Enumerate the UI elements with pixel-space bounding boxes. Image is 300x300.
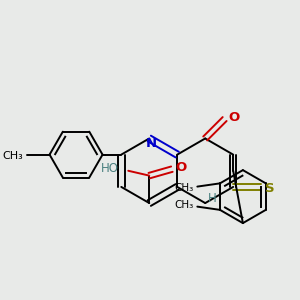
Text: O: O xyxy=(176,161,187,174)
Text: CH₃: CH₃ xyxy=(174,183,194,194)
Text: S: S xyxy=(265,182,275,195)
Text: CH₃: CH₃ xyxy=(2,152,23,161)
Text: HO: HO xyxy=(101,162,119,176)
Text: N: N xyxy=(146,136,157,150)
Text: CH₃: CH₃ xyxy=(174,200,194,210)
Text: H: H xyxy=(208,192,217,205)
Text: O: O xyxy=(228,111,239,124)
